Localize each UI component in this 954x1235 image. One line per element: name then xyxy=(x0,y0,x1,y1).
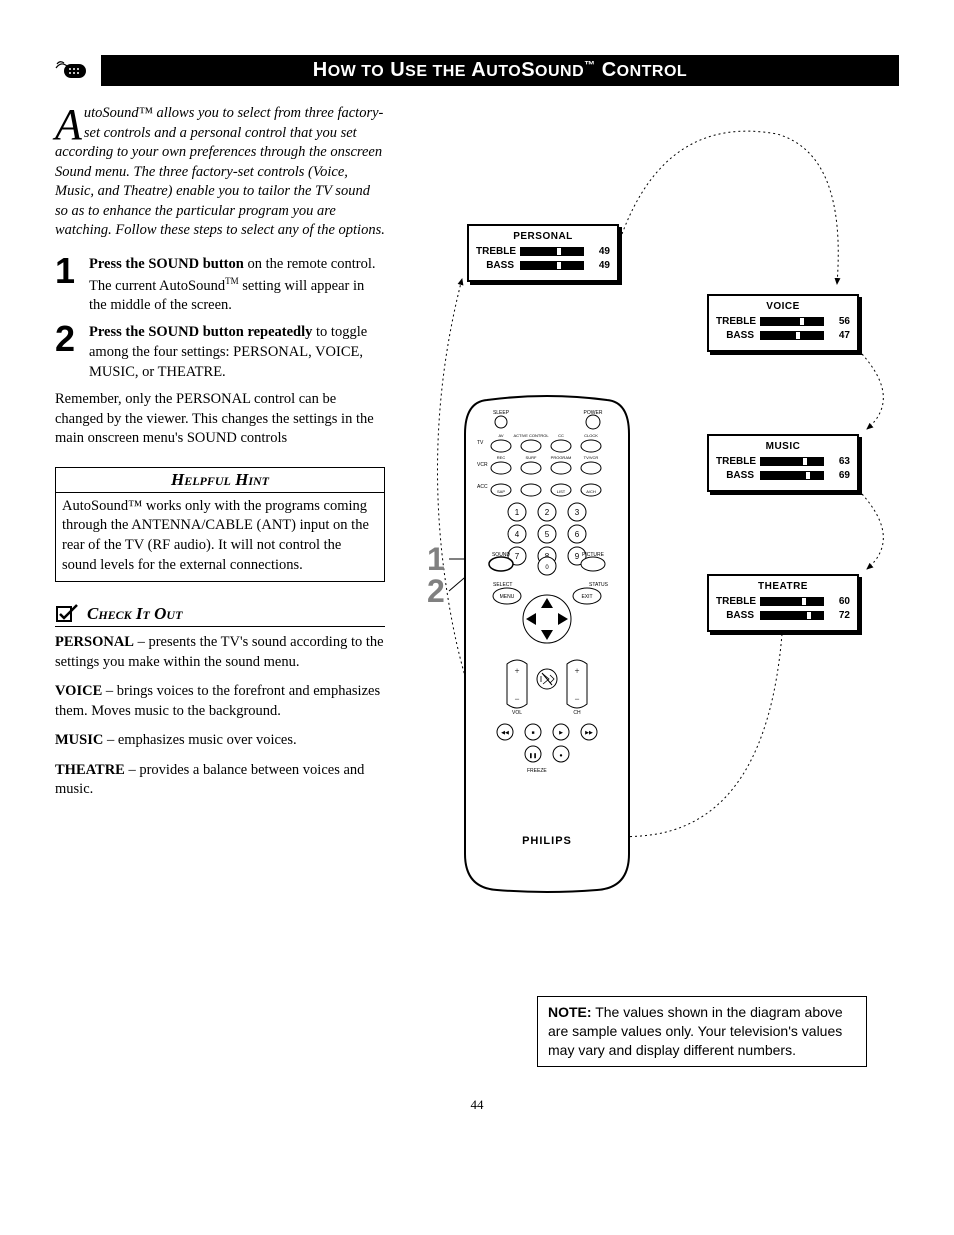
remote-control: SLEEP POWER TV AVACTIVE CONTROLCCCLOCK V… xyxy=(457,394,637,899)
svg-text:TV: TV xyxy=(477,440,484,446)
osd-personal: PERSONAL TREBLE 49 BASS 49 xyxy=(467,224,619,282)
svg-text:EXIT: EXIT xyxy=(581,594,592,600)
check-it-out-title: Check It Out xyxy=(87,604,182,624)
note-text: The values shown in the diagram above ar… xyxy=(548,1004,843,1058)
diagram-step-2: 2 xyxy=(427,576,445,606)
svg-text:PHILIPS: PHILIPS xyxy=(522,835,572,847)
check-item: MUSIC – emphasizes music over voices. xyxy=(55,731,385,751)
svg-text:CLOCK: CLOCK xyxy=(584,433,598,438)
helpful-hint-box: Helpful Hint AutoSound™ works only with … xyxy=(55,467,385,582)
svg-text:9: 9 xyxy=(575,552,580,561)
header-row: HOW TO USE THE AUTOSOUND™ CONTROL xyxy=(55,55,899,86)
step-body: Press the SOUND button repeatedly to tog… xyxy=(89,323,385,382)
left-column: AutoSound™ allows you to select from thr… xyxy=(55,104,385,1067)
diagram-step-1: 1 xyxy=(427,544,445,574)
svg-text:▶: ▶ xyxy=(559,730,563,736)
svg-text:MENU: MENU xyxy=(500,594,515,600)
step-2: 2 Press the SOUND button repeatedly to t… xyxy=(55,323,385,382)
step-number: 1 xyxy=(55,255,81,316)
svg-text:▶▶: ▶▶ xyxy=(585,730,593,736)
svg-text:◀◀: ◀◀ xyxy=(501,730,509,736)
svg-text:+: + xyxy=(574,666,579,676)
svg-text:6: 6 xyxy=(575,530,580,539)
svg-text:FREEZE: FREEZE xyxy=(527,768,547,774)
remote-signal-icon xyxy=(55,58,91,84)
svg-text:TV/VCR: TV/VCR xyxy=(584,455,599,460)
step-number: 2 xyxy=(55,323,81,382)
svg-text:2: 2 xyxy=(545,508,550,517)
osd-music: MUSIC TREBLE 63 BASS 69 xyxy=(707,434,859,492)
note-box: NOTE: The values shown in the diagram ab… xyxy=(537,996,867,1067)
check-item: THEATRE – provides a balance between voi… xyxy=(55,761,385,800)
svg-text:3: 3 xyxy=(575,508,580,517)
checkbox-icon xyxy=(55,604,79,624)
svg-text:PROGRAM: PROGRAM xyxy=(551,455,572,460)
svg-text:SLEEP: SLEEP xyxy=(493,410,510,416)
svg-text:4: 4 xyxy=(515,530,520,539)
svg-text:+: + xyxy=(514,666,519,676)
svg-text:5: 5 xyxy=(545,530,550,539)
note-label: NOTE: xyxy=(548,1004,592,1020)
svg-text:−: − xyxy=(514,694,519,704)
svg-text:SAP: SAP xyxy=(497,489,505,494)
diagram: PERSONAL TREBLE 49 BASS 49 VOICE TREBLE 5… xyxy=(407,104,907,984)
helpful-hint-body: AutoSound™ works only with the programs … xyxy=(56,493,384,581)
right-column: PERSONAL TREBLE 49 BASS 49 VOICE TREBLE 5… xyxy=(407,104,907,1067)
page-number: 44 xyxy=(55,1097,899,1113)
svg-text:LIST: LIST xyxy=(557,489,566,494)
svg-text:VCR: VCR xyxy=(477,462,488,468)
page-title-bar: HOW TO USE THE AUTOSOUND™ CONTROL xyxy=(101,55,899,86)
check-item: PERSONAL – presents the TV's sound accor… xyxy=(55,633,385,672)
step-body: Press the SOUND button on the remote con… xyxy=(89,255,385,316)
svg-text:7: 7 xyxy=(515,552,520,561)
svg-text:■: ■ xyxy=(531,731,534,736)
helpful-hint-title: Helpful Hint xyxy=(56,468,384,493)
svg-text:SELECT: SELECT xyxy=(493,582,512,588)
svg-text:STATUS: STATUS xyxy=(589,582,609,588)
svg-text:SURF: SURF xyxy=(526,455,537,460)
svg-text:CH: CH xyxy=(573,710,581,716)
step-1: 1 Press the SOUND button on the remote c… xyxy=(55,255,385,316)
svg-text:❚❚: ❚❚ xyxy=(529,753,537,759)
intro-paragraph: AutoSound™ allows you to select from thr… xyxy=(55,104,385,241)
svg-text:AV: AV xyxy=(498,433,503,438)
svg-text:ACTIVE CONTROL: ACTIVE CONTROL xyxy=(513,433,549,438)
svg-text:−: − xyxy=(574,694,579,704)
osd-theatre: THEATRE TREBLE 60 BASS 72 xyxy=(707,574,859,632)
osd-voice: VOICE TREBLE 56 BASS 47 xyxy=(707,294,859,352)
svg-text:1: 1 xyxy=(515,508,520,517)
svg-text:VOL: VOL xyxy=(512,710,522,716)
dropcap: A xyxy=(55,104,84,141)
svg-text:REC: REC xyxy=(497,455,506,460)
check-item: VOICE – brings voices to the forefront a… xyxy=(55,682,385,721)
remote-svg: SLEEP POWER TV AVACTIVE CONTROLCCCLOCK V… xyxy=(457,394,637,894)
svg-text:ACC: ACC xyxy=(477,484,488,490)
svg-text:CC: CC xyxy=(558,433,564,438)
check-it-out-box: Check It Out PERSONAL – presents the TV'… xyxy=(55,604,385,800)
remember-paragraph: Remember, only the PERSONAL control can … xyxy=(55,390,385,449)
svg-text:A/CH: A/CH xyxy=(586,489,596,494)
intro-text: utoSound™ allows you to select from thre… xyxy=(55,105,385,238)
